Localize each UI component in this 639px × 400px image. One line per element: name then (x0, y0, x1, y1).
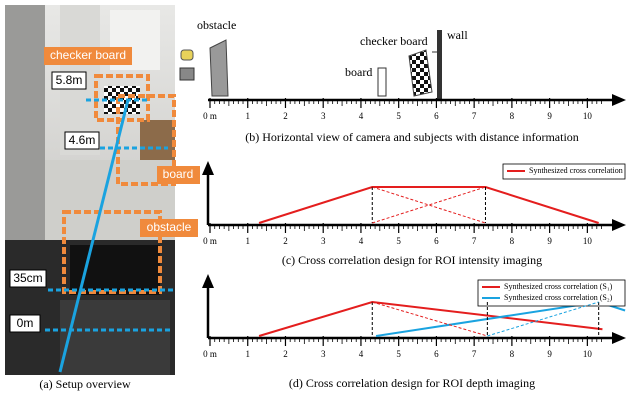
tick-label: 2 (283, 111, 288, 121)
tick-label: 5 (396, 349, 401, 359)
axis-arrow (612, 332, 626, 344)
figure: checker board 5.8m 4.6m board obstacle 3… (0, 0, 639, 400)
photo-label: obstacle (147, 220, 192, 234)
tick-label: 2 (283, 236, 288, 246)
caption: (c) Cross correlation design for ROI int… (282, 253, 542, 267)
scene-label: obstacle (197, 18, 236, 32)
tick-label: 10 (583, 349, 593, 359)
axis-arrow (202, 274, 214, 288)
tick-label: 9 (547, 236, 552, 246)
tick-label: 10 (583, 111, 593, 121)
legend-label: Synthesized cross correlation (529, 166, 623, 175)
tick-label: 1 (245, 236, 250, 246)
photo-label: 35cm (13, 271, 42, 285)
tick-label: 0 m (203, 236, 217, 246)
tick-label: 6 (434, 349, 439, 359)
photo-label: 4.6m (69, 133, 96, 147)
tick-label: 3 (321, 111, 326, 121)
tick-label: 1 (245, 349, 250, 359)
photo-label: 0m (17, 316, 34, 330)
tick-label: 5 (396, 236, 401, 246)
tick-label: 7 (472, 111, 477, 121)
tick-label: 5 (396, 111, 401, 121)
tick-label: 6 (434, 111, 439, 121)
tick-label: 9 (547, 111, 552, 121)
axis-arrow (202, 161, 214, 175)
tick-label: 2 (283, 349, 288, 359)
tick-label: 1 (245, 111, 250, 121)
correlation-line (259, 187, 599, 223)
tick-label: 0 m (203, 349, 217, 359)
tick-label: 3 (321, 349, 326, 359)
tick-label: 4 (359, 111, 364, 121)
tick-label: 6 (434, 236, 439, 246)
scene-label: wall (447, 28, 468, 42)
tick-label: 8 (510, 236, 515, 246)
tick-label: 8 (510, 349, 515, 359)
tick-label: 4 (359, 349, 364, 359)
guide-line (372, 302, 487, 336)
tick-label: 8 (510, 111, 515, 121)
axis-arrow (612, 94, 626, 106)
caption: (b) Horizontal view of camera and subjec… (245, 130, 579, 144)
tick-label: 0 m (203, 111, 217, 121)
caption: (d) Cross correlation design for ROI dep… (289, 376, 535, 390)
legend-label: Synthesized cross correlation (S₂) (504, 293, 613, 302)
tick-label: 7 (472, 236, 477, 246)
photo-label: checker board (50, 48, 126, 62)
scene-label: checker board (360, 34, 428, 48)
tick-label: 4 (359, 236, 364, 246)
tick-label: 7 (472, 349, 477, 359)
scene-label: board (345, 65, 372, 79)
axis-arrow (612, 219, 626, 231)
photo-label: 5.8m (56, 73, 83, 87)
caption: (a) Setup overview (39, 377, 131, 391)
tick-label: 3 (321, 236, 326, 246)
guide-line (487, 302, 598, 336)
legend-label: Synthesized cross correlation (S₁) (504, 282, 613, 291)
tick-label: 10 (583, 236, 593, 246)
tick-label: 9 (547, 349, 552, 359)
photo-label: board (163, 167, 194, 181)
